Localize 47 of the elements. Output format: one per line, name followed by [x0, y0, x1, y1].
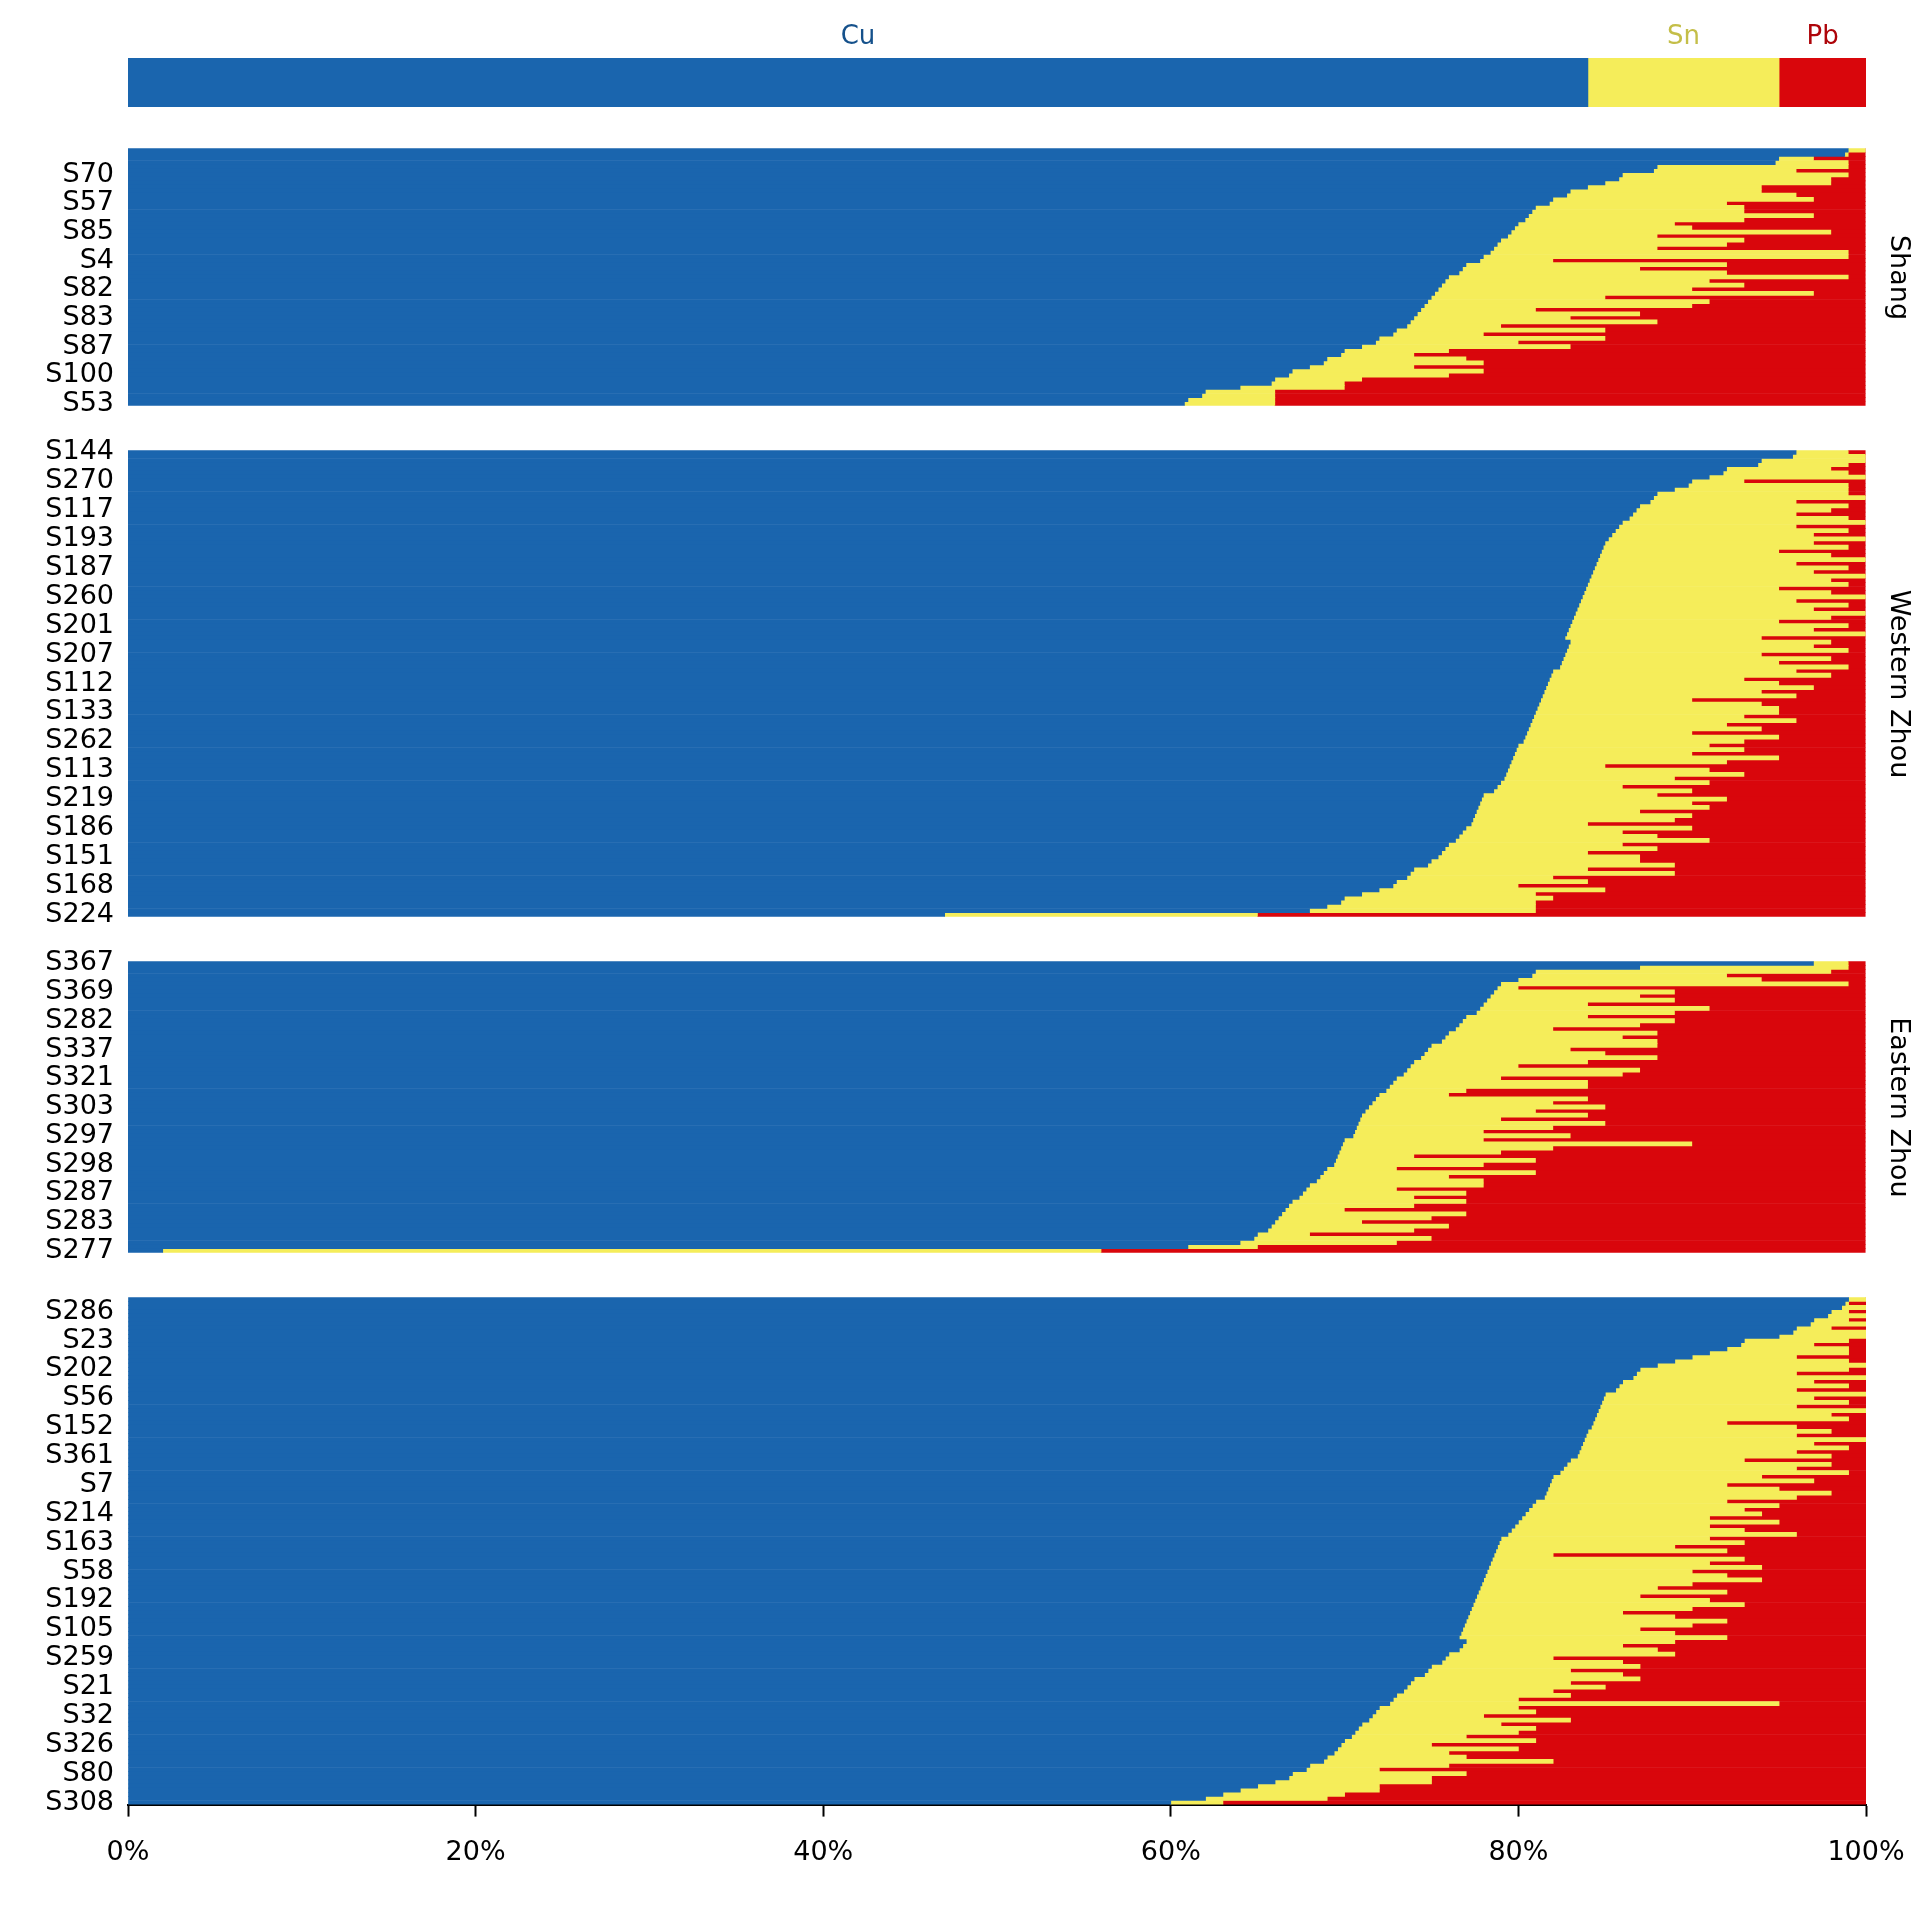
- y-tick-label: S224: [45, 896, 114, 928]
- x-tick-label: 60%: [1140, 1834, 1201, 1866]
- y-tick-label: S219: [45, 781, 114, 813]
- y-tick-label: S337: [45, 1031, 114, 1063]
- y-tick-label: S308: [45, 1784, 114, 1816]
- y-tick-label: S270: [45, 463, 114, 495]
- y-tick-label: S112: [45, 665, 114, 697]
- y-tick-label: S70: [62, 156, 114, 188]
- y-tick-label: S298: [45, 1146, 114, 1178]
- y2-axis-title: Eastern Zhou: [1884, 1017, 1916, 1198]
- y-tick-label: S113: [45, 752, 114, 784]
- y-tick-label: S287: [45, 1175, 114, 1207]
- x-tick-label: 100%: [1827, 1834, 1905, 1866]
- x-tick-label: 40%: [793, 1834, 854, 1866]
- y-tick-label: S105: [45, 1611, 114, 1643]
- y-tick-label: S163: [45, 1524, 114, 1556]
- y-tick-label: S133: [45, 694, 114, 726]
- y-tick-label: S202: [45, 1351, 114, 1383]
- y-tick-label: S260: [45, 578, 114, 610]
- y-tick-label: S286: [45, 1293, 114, 1325]
- y-tick-label: S259: [45, 1640, 114, 1672]
- x-tick-label: 80%: [1488, 1834, 1549, 1866]
- y-tick-label: S192: [45, 1582, 114, 1614]
- y-tick-label: S152: [45, 1409, 114, 1441]
- y2-axis-title: Shang: [1884, 234, 1916, 321]
- y-tick-label: S144: [45, 434, 114, 466]
- y-tick-label: S262: [45, 723, 114, 755]
- y-tick-label: S214: [45, 1495, 114, 1527]
- y-tick-label: S168: [45, 867, 114, 899]
- y-tick-label: S207: [45, 636, 114, 668]
- y-tick-label: S58: [62, 1553, 114, 1585]
- y-tick-label: S80: [62, 1755, 114, 1787]
- y-tick-label: S321: [45, 1060, 114, 1092]
- y-tick-label: S87: [62, 328, 114, 360]
- y-tick-label: S326: [45, 1726, 114, 1758]
- x-tick-label: 20%: [445, 1834, 506, 1866]
- series-label: Pb: [1806, 19, 1839, 50]
- y-tick-label: S367: [45, 945, 114, 977]
- y-tick-label: S57: [62, 185, 114, 217]
- series-label: Cu: [840, 19, 876, 50]
- y-tick-label: S23: [62, 1322, 114, 1354]
- y2-axis-title: Western Zhou: [1884, 589, 1916, 779]
- y-tick-label: S201: [45, 607, 114, 639]
- series-label: Sn: [1667, 19, 1700, 50]
- y-tick-label: S187: [45, 549, 114, 581]
- y-tick-label: S56: [62, 1380, 114, 1412]
- x-tick-label: 0%: [106, 1834, 150, 1866]
